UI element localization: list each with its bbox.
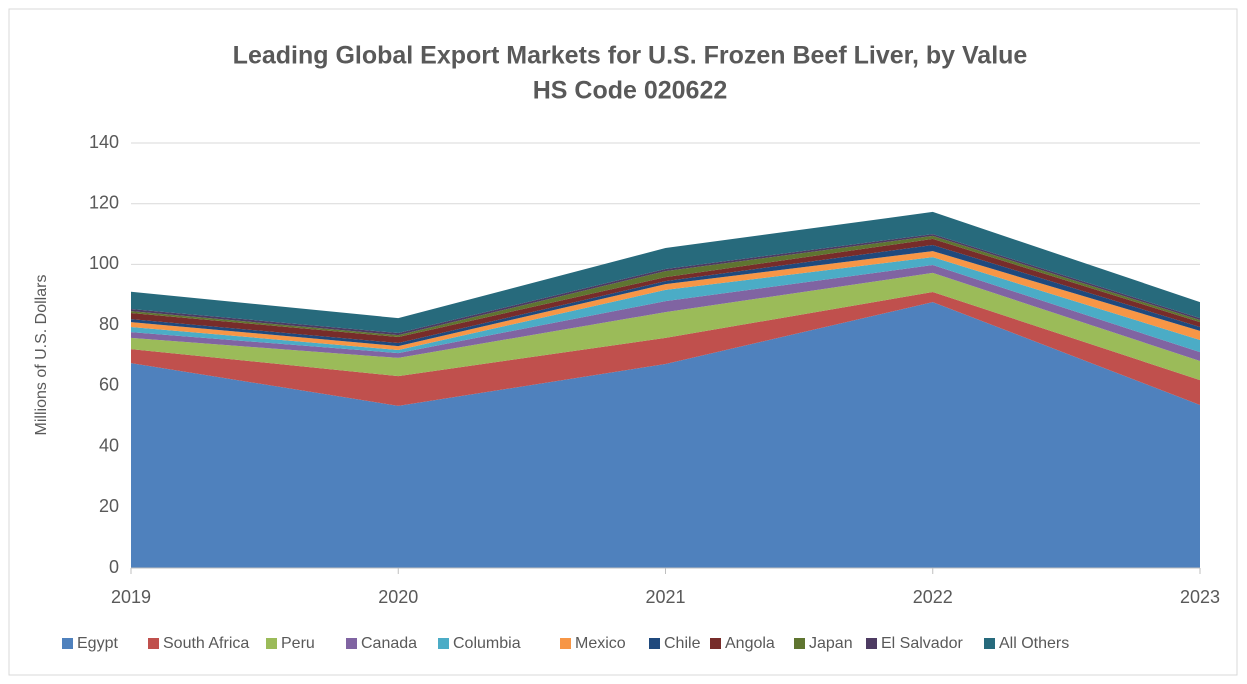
legend-swatch: [62, 638, 73, 649]
y-tick-label: 120: [89, 192, 119, 212]
legend-label: Japan: [809, 635, 853, 652]
x-tick-label: 2023: [1180, 587, 1220, 607]
legend-swatch: [560, 638, 571, 649]
legend-label: Angola: [725, 635, 775, 652]
legend-label: Egypt: [77, 635, 118, 652]
chart-subtitle: HS Code 020622: [533, 77, 728, 105]
legend-swatch: [438, 638, 449, 649]
area: [131, 272, 1200, 381]
legend-label: Chile: [664, 635, 701, 652]
y-tick-label: 60: [99, 375, 119, 395]
y-axis-label: Millions of U.S. Dollars: [33, 275, 50, 436]
y-tick-label: 40: [99, 435, 119, 455]
legend-swatch: [148, 638, 159, 649]
legend-label: Canada: [361, 635, 417, 652]
y-tick-label: 0: [109, 557, 119, 577]
legend-swatch: [266, 638, 277, 649]
legend-swatch: [984, 638, 995, 649]
legend-label: South Africa: [163, 635, 249, 652]
y-tick-label: 20: [99, 496, 119, 516]
x-tick-label: 2020: [378, 587, 418, 607]
legend-label: El Salvador: [881, 635, 963, 652]
y-tick-label: 100: [89, 253, 119, 273]
legend-label: Peru: [281, 635, 315, 652]
legend-swatch: [710, 638, 721, 649]
legend-swatch: [866, 638, 877, 649]
legend-swatch: [649, 638, 660, 649]
legend-label: All Others: [999, 635, 1069, 652]
legend-label: Columbia: [453, 635, 521, 652]
area: [131, 302, 1200, 568]
y-tick-label: 80: [99, 314, 119, 334]
legend-label: Mexico: [575, 635, 626, 652]
y-tick-label: 140: [89, 132, 119, 152]
legend-swatch: [794, 638, 805, 649]
chart-title: Leading Global Export Markets for U.S. F…: [233, 42, 1028, 70]
area: [131, 292, 1200, 406]
legend-swatch: [346, 638, 357, 649]
x-tick-label: 2019: [111, 587, 151, 607]
x-tick-label: 2022: [913, 587, 953, 607]
x-tick-label: 2021: [645, 587, 685, 607]
